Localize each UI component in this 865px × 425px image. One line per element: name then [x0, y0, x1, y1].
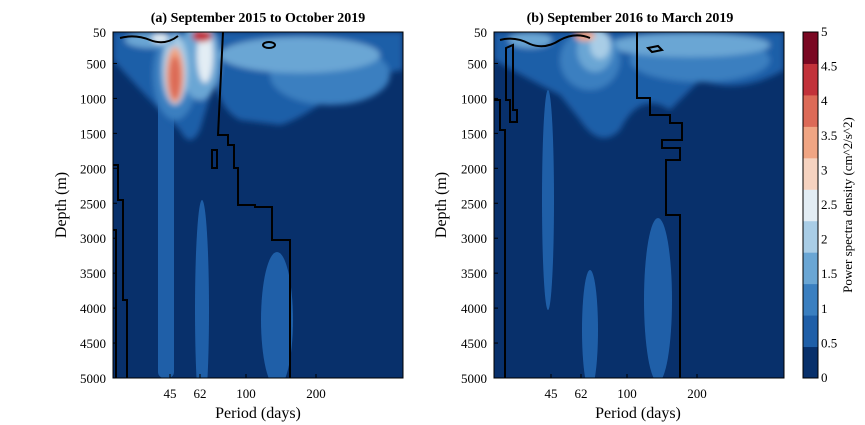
y-tick-label: 3000: [461, 231, 487, 246]
colorbar-swatch: [803, 32, 818, 64]
y-tick-label: 500: [468, 56, 488, 71]
panel-a: (a) September 2015 to October 2019: [53, 11, 404, 422]
colorbar-swatch: [803, 189, 818, 222]
y-tick-label: 1500: [461, 126, 487, 141]
colorbar-swatch: [803, 220, 818, 253]
y-tick-label: 4000: [80, 301, 106, 316]
colorbar-swatch: [803, 94, 818, 127]
panel-a-frame: [112, 31, 404, 379]
y-tick-label: 3500: [80, 266, 106, 281]
panel-b: (b) September 2016 to March 2019: [433, 11, 785, 422]
x-tick-label: 45: [164, 386, 177, 401]
panel-b-plot-area: [494, 32, 784, 378]
panel-b-y-ticks: 50 500 1000 1500 2000 2500 3000 3500 4000 4500 500…: [461, 25, 498, 386]
y-tick-label: 4500: [461, 336, 487, 351]
colorbar-tick-label: 2: [821, 232, 828, 247]
y-tick-label: 2000: [461, 161, 487, 176]
y-tick-label: 3000: [80, 231, 106, 246]
y-tick-label: 500: [87, 56, 107, 71]
y-tick-label: 5000: [461, 371, 487, 386]
colorbar: 0 0.5 1 1.5 2 2.5 3 3.5 4 4.5 5 Power spectra dens…: [802, 24, 855, 385]
colorbar-frame: [802, 31, 819, 379]
y-tick-label: 50: [93, 25, 106, 40]
y-tick-label: 1000: [80, 91, 106, 106]
colorbar-tick-label: 2.5: [821, 197, 837, 212]
y-tick-label: 2000: [80, 161, 106, 176]
panel-b-title: (b) September 2016 to March 2019: [527, 11, 734, 26]
colorbar-tick-label: 4: [821, 93, 828, 108]
colorbar-swatch: [803, 283, 818, 316]
y-tick-label: 1500: [80, 126, 106, 141]
colorbar-tick-label: 1: [821, 301, 828, 316]
colorbar-tick-label: 0: [821, 370, 828, 385]
y-tick-label: 1000: [461, 91, 487, 106]
colorbar-swatch: [803, 346, 818, 379]
panel-b-frame: [493, 31, 785, 379]
colorbar-tick-label: 0.5: [821, 335, 837, 350]
colorbar-label: Power spectra density (cm^2/s^2): [840, 117, 855, 293]
colorbar-swatches: [803, 32, 818, 379]
x-tick-label: 100: [236, 386, 256, 401]
colorbar-tick-label: 4.5: [821, 59, 837, 74]
colorbar-swatch: [803, 252, 818, 285]
colorbar-swatch: [803, 63, 818, 96]
panel-b-x-ticks: 45 62 100 200: [545, 374, 707, 401]
colorbar-swatch: [803, 126, 818, 159]
colorbar-swatch: [803, 315, 818, 348]
y-tick-label: 50: [474, 25, 487, 40]
colorbar-tick-label: 3.5: [821, 128, 837, 143]
x-tick-label: 200: [306, 386, 326, 401]
y-tick-label: 2500: [461, 196, 487, 211]
y-tick-label: 4000: [461, 301, 487, 316]
panel-a-x-ticks: 45 62 100 200: [164, 374, 326, 401]
x-tick-label: 100: [617, 386, 637, 401]
colorbar-tick-label: 5: [821, 24, 828, 39]
panel-a-title: (a) September 2015 to October 2019: [151, 11, 366, 26]
panel-b-x-label: Period (days): [595, 405, 681, 422]
y-tick-label: 4500: [80, 336, 106, 351]
colorbar-tick-label: 3: [821, 162, 828, 177]
y-tick-label: 3500: [461, 266, 487, 281]
panel-a-x-label: Period (days): [215, 405, 301, 422]
y-tick-label: 2500: [80, 196, 106, 211]
y-tick-label: 5000: [80, 371, 106, 386]
panel-a-y-ticks: 50 500 1000 1500 2000 2500 3000 3500 4000 4500 500…: [80, 25, 117, 386]
colorbar-tick-label: 1.5: [821, 266, 837, 281]
x-tick-label: 200: [687, 386, 707, 401]
x-tick-label: 45: [545, 386, 558, 401]
panel-b-y-label: Depth (m): [433, 172, 450, 238]
x-tick-label: 62: [194, 386, 207, 401]
x-tick-label: 62: [575, 386, 588, 401]
colorbar-swatch: [803, 157, 818, 190]
panel-a-plot-area: [113, 32, 403, 378]
colorbar-ticks: 0 0.5 1 1.5 2 2.5 3 3.5 4 4.5 5: [821, 24, 837, 385]
panel-a-y-label: Depth (m): [53, 172, 70, 238]
